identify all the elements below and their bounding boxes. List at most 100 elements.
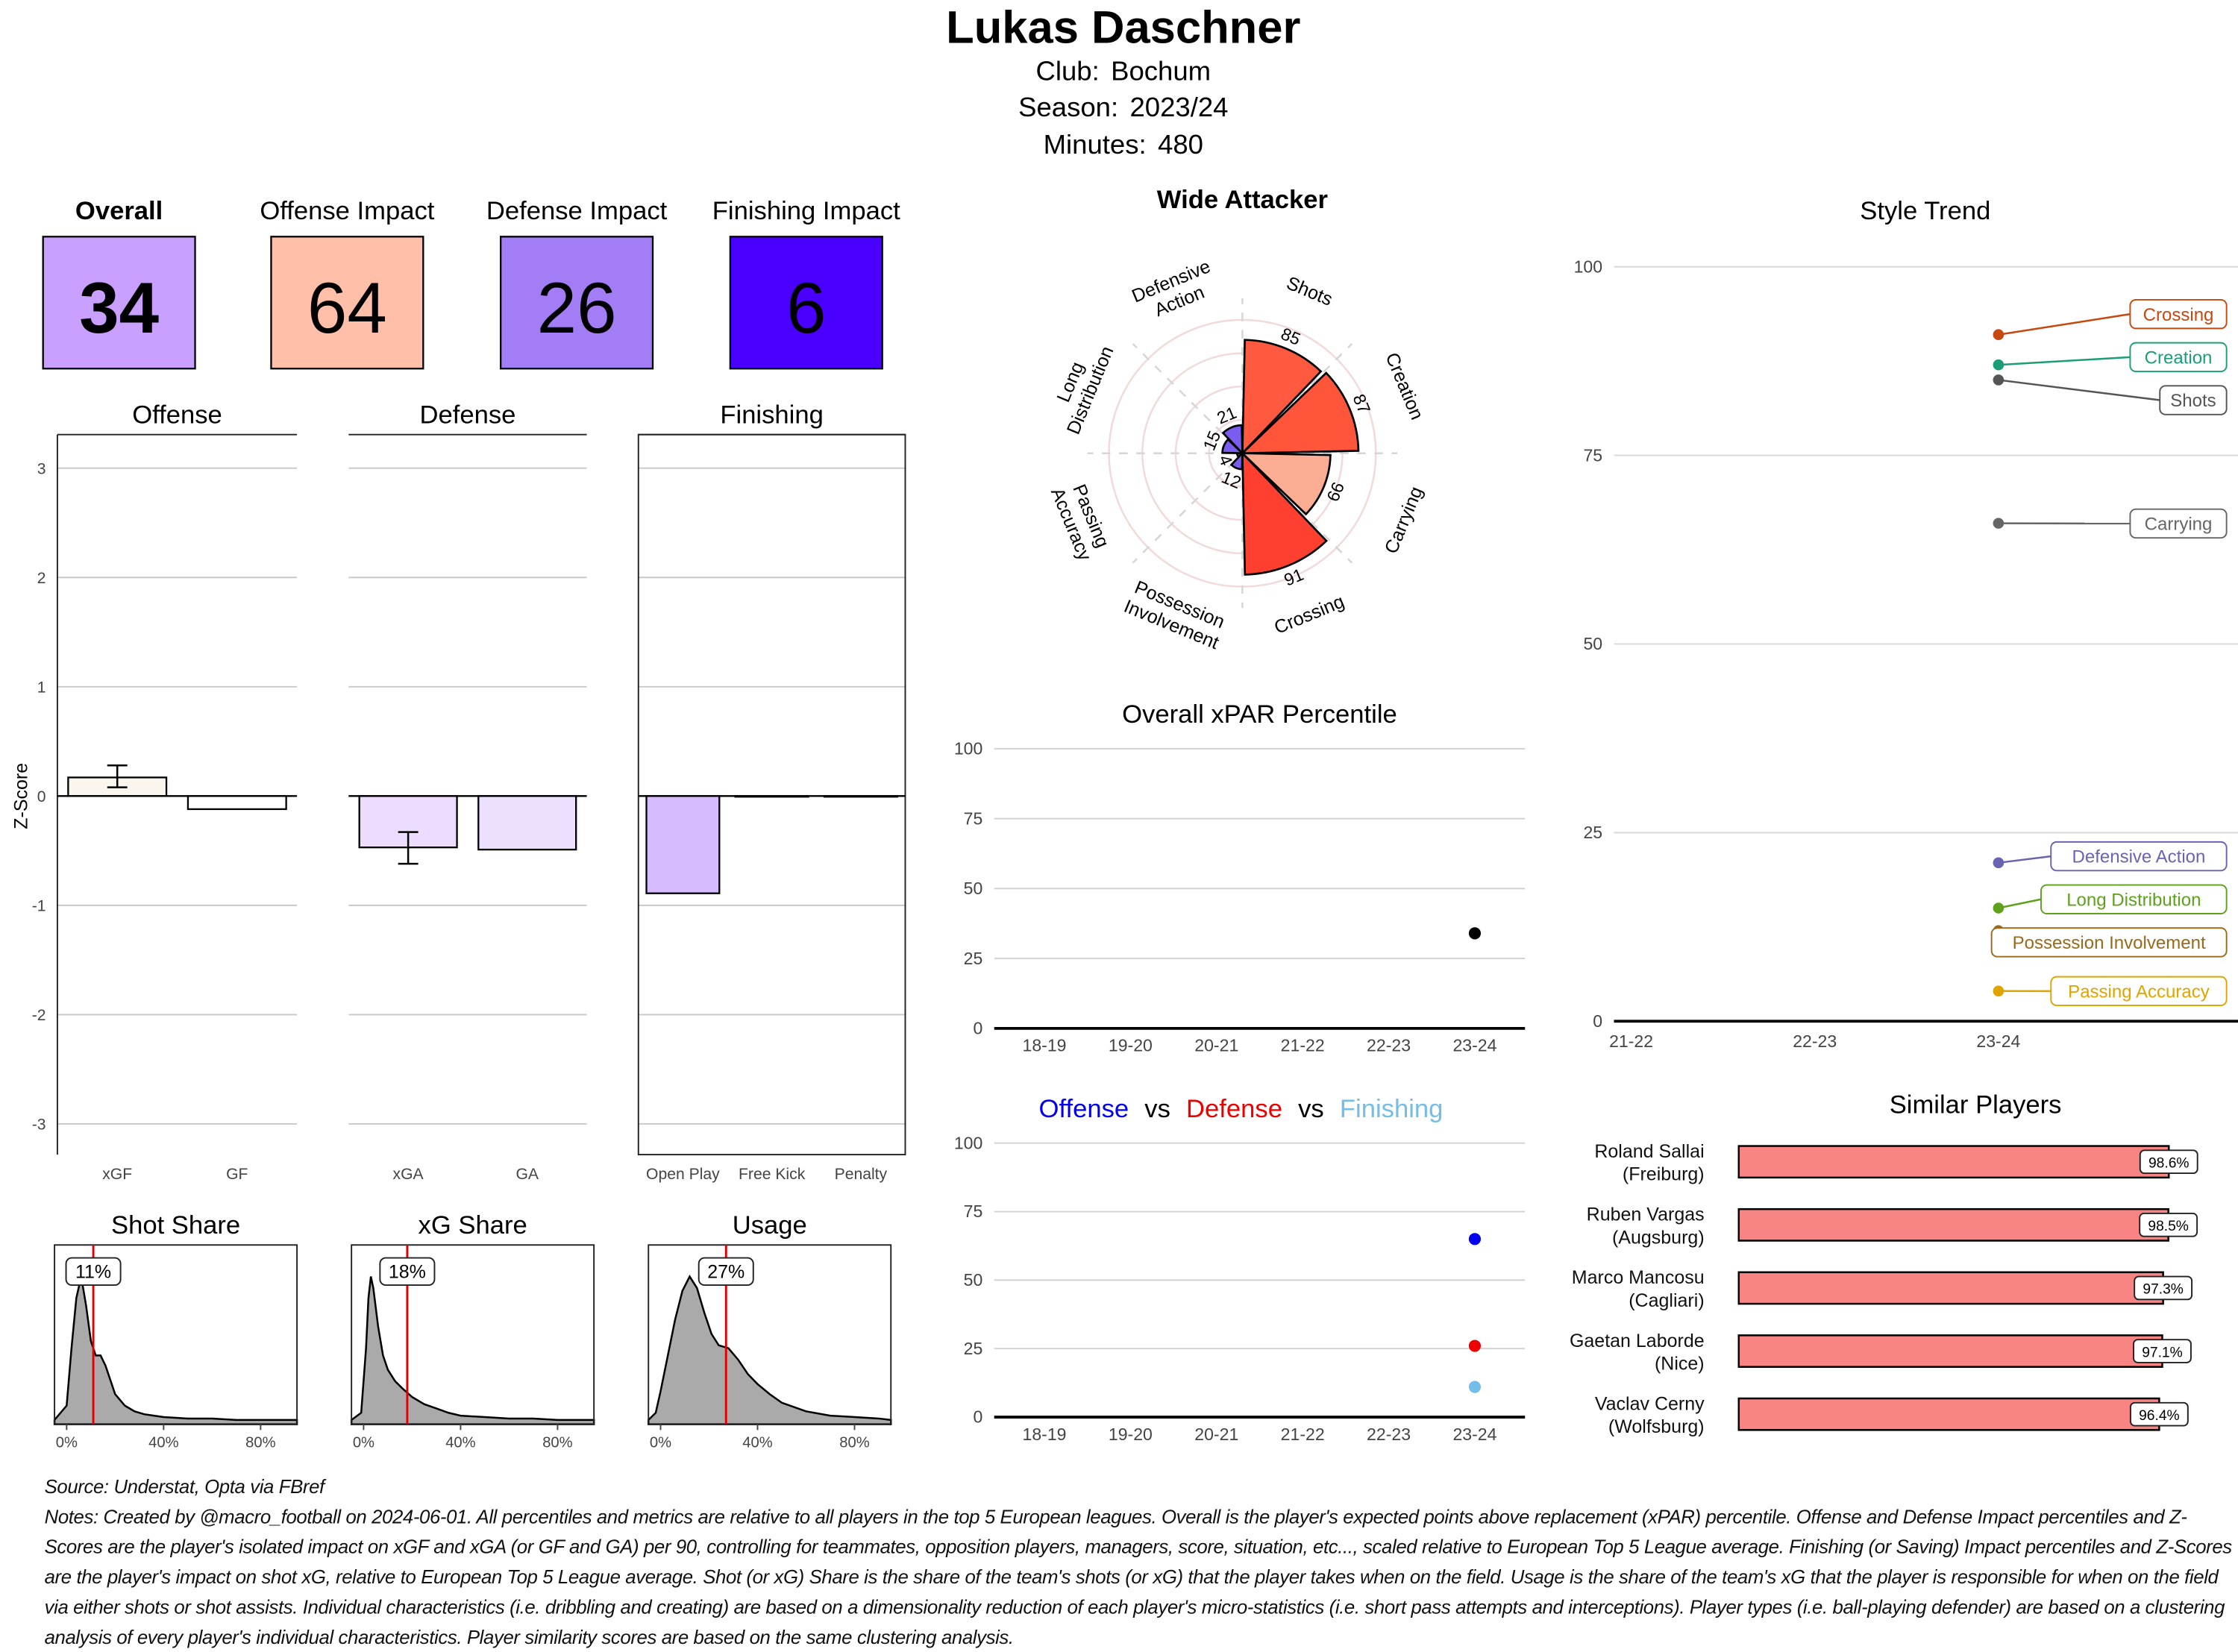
trend-connector xyxy=(1999,856,2051,863)
title-part-vs: vs xyxy=(1144,1095,1170,1123)
trend-connector xyxy=(1999,899,2041,908)
trend-point xyxy=(1993,359,2005,371)
chart-title: Overall xPAR Percentile xyxy=(1122,700,1397,729)
x-tick-label: Open Play xyxy=(646,1166,720,1183)
x-tick-label: 21-22 xyxy=(1609,1031,1653,1051)
point-finishing xyxy=(1469,1381,1481,1393)
trend-point xyxy=(1993,902,2005,914)
panel-border xyxy=(639,435,906,1155)
similarity-label: 96.4% xyxy=(2139,1408,2180,1424)
radar-category-line: Shots xyxy=(1283,272,1335,310)
title-part-finishing: Finishing xyxy=(1340,1095,1444,1123)
season-label: Season: xyxy=(1018,92,1118,122)
x-tick-label: 22-23 xyxy=(1367,1425,1411,1444)
similar-player-club: (Cagliari) xyxy=(1629,1290,1704,1311)
radar-value-label: 85 xyxy=(1278,324,1303,349)
x-tick-label: 40% xyxy=(148,1434,178,1451)
y-tick-label: 25 xyxy=(1583,823,1602,842)
similar-player-name: Gaetan Laborde xyxy=(1570,1331,1705,1351)
trend-label: Possession Involvement xyxy=(2013,933,2206,953)
trend-label: Passing Accuracy xyxy=(2068,982,2210,1002)
panel-title: Offense xyxy=(132,401,222,429)
trend-point xyxy=(1993,518,2005,529)
trend-connector xyxy=(1999,357,2131,365)
similarity-bar xyxy=(1739,1335,2163,1366)
x-tick-label: 40% xyxy=(445,1434,475,1451)
player-name: Lukas Daschner xyxy=(946,2,1300,54)
x-tick-label: GA xyxy=(515,1166,539,1183)
similar-player-name: Ruben Vargas xyxy=(1587,1205,1705,1225)
panel-title: Defense xyxy=(419,401,515,429)
y-tick-label: 75 xyxy=(964,808,983,828)
x-tick-label: xGF xyxy=(102,1166,132,1183)
y-tick-label: 0 xyxy=(973,1019,982,1038)
y-tick-label: -2 xyxy=(32,1007,46,1024)
radar-category-label: Carrying xyxy=(1381,483,1427,556)
density-area xyxy=(648,1277,891,1425)
x-tick-label: Penalty xyxy=(835,1166,888,1183)
y-tick-label: 100 xyxy=(954,739,982,759)
radar-category-label: PossessionInvolvement xyxy=(1121,576,1230,653)
x-tick-label: 20-21 xyxy=(1194,1036,1238,1055)
y-tick-label: 25 xyxy=(964,1339,983,1358)
similar-player-club: (Wolfsburg) xyxy=(1608,1416,1705,1437)
x-tick-label: 19-20 xyxy=(1109,1036,1153,1055)
x-tick-label: 40% xyxy=(742,1434,772,1451)
club-label: Club: xyxy=(1035,56,1099,87)
y-tick-label: -3 xyxy=(32,1116,46,1134)
panel-title: Usage xyxy=(733,1211,807,1240)
radar-category-line: Crossing xyxy=(1271,591,1347,638)
trend-point xyxy=(1993,985,2005,996)
chart-title: Wide Attacker xyxy=(1157,186,1328,214)
y-tick-label: -1 xyxy=(32,898,46,915)
x-tick-label: 18-19 xyxy=(1023,1036,1067,1055)
x-tick-label: 22-23 xyxy=(1793,1031,1837,1051)
trend-connector xyxy=(1999,380,2160,400)
similar-player-club: (Freiburg) xyxy=(1623,1164,1705,1185)
radar-category-label: LongDistribution xyxy=(1043,335,1118,437)
panel-title: xG Share xyxy=(419,1211,527,1240)
score-label: Defense Impact xyxy=(486,197,668,225)
y-tick-label: 100 xyxy=(1574,257,1602,276)
similarity-label: 97.1% xyxy=(2142,1345,2183,1360)
club-value: Bochum xyxy=(1111,56,1211,87)
x-tick-label: 80% xyxy=(245,1434,275,1451)
panel-title: Shot Share xyxy=(111,1211,240,1240)
title-part-vs: vs xyxy=(1298,1095,1324,1123)
trend-label: Long Distribution xyxy=(2066,890,2201,910)
x-tick-label: Free Kick xyxy=(739,1166,806,1183)
x-tick-label: 21-22 xyxy=(1281,1425,1325,1444)
y-tick-label: 25 xyxy=(964,949,983,968)
bar-gf xyxy=(188,796,286,809)
y-tick-label: 0 xyxy=(1593,1011,1602,1031)
title-part-defense: Defense xyxy=(1186,1095,1282,1123)
trend-point xyxy=(1993,329,2005,340)
y-tick-label: 1 xyxy=(37,679,46,696)
trend-label: Crossing xyxy=(2143,305,2214,325)
similarity-bar xyxy=(1739,1272,2163,1304)
density-area xyxy=(54,1277,297,1425)
trend-point xyxy=(1993,374,2005,386)
score-value: 6 xyxy=(786,268,826,348)
trend-label: Shots xyxy=(2170,391,2216,411)
radar-value-label: 12 xyxy=(1219,467,1244,492)
similarity-label: 97.3% xyxy=(2143,1282,2184,1298)
chart-title: Similar Players xyxy=(1890,1090,2062,1119)
point-overall xyxy=(1469,927,1481,939)
title-part-offense: Offense xyxy=(1039,1095,1129,1123)
trend-label: Creation xyxy=(2145,348,2213,368)
x-tick-label: 22-23 xyxy=(1367,1036,1411,1055)
marker-label: 18% xyxy=(389,1261,426,1282)
trend-point xyxy=(1993,858,2005,869)
similar-player-name: Marco Mancosu xyxy=(1572,1267,1705,1288)
minutes-label: Minutes: xyxy=(1044,129,1147,160)
x-tick-label: 80% xyxy=(542,1434,572,1451)
x-tick-label: GF xyxy=(226,1166,248,1183)
